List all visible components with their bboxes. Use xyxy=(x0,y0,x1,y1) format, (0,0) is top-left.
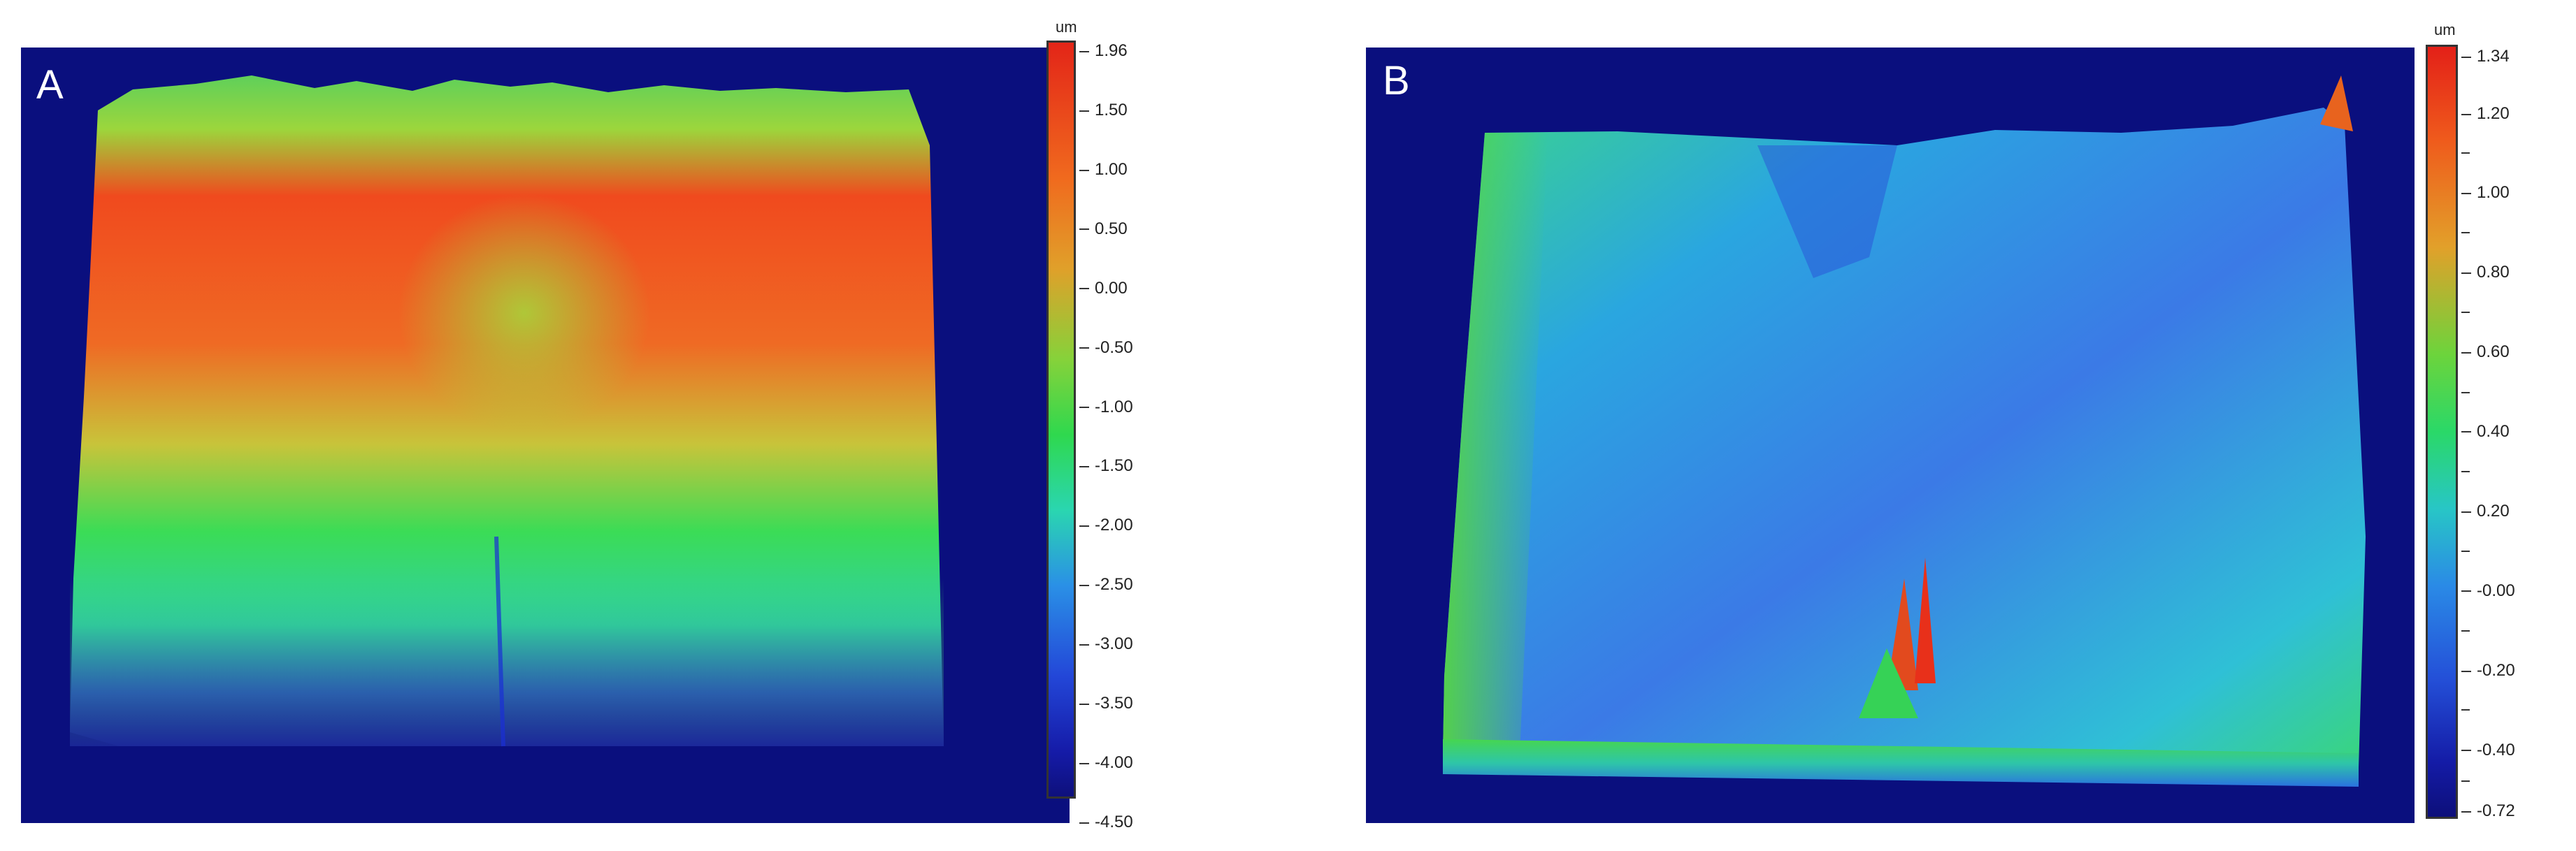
surface-b-top xyxy=(1443,108,2366,767)
colorbar-minor-tick xyxy=(2461,780,2470,782)
colorbar-tick-label: -0.20 xyxy=(2461,661,2515,681)
surface-b-groove xyxy=(1757,145,1897,278)
panel-a-label: A xyxy=(36,62,64,108)
colorbar-tick-label: 1.00 xyxy=(1079,160,1128,180)
colorbar-minor-tick xyxy=(2461,231,2470,233)
colorbar-b-unit: um xyxy=(2434,21,2456,38)
colorbar-tick-label: 0.00 xyxy=(1079,279,1128,298)
colorbar-tick-label: -4.00 xyxy=(1079,753,1133,773)
colorbar-b xyxy=(2426,45,2458,819)
surface-a-crack xyxy=(494,536,505,747)
colorbar-tick-label: -0.00 xyxy=(2461,581,2515,601)
colorbar-tick-label: -0.40 xyxy=(2461,741,2515,760)
surface-plot-b xyxy=(1366,48,2415,823)
colorbar-tick-label: 1.96 xyxy=(1079,41,1128,61)
surface-a-image xyxy=(70,75,944,747)
colorbar-tick-label: 1.20 xyxy=(2461,104,2510,124)
colorbar-a-unit: um xyxy=(1056,18,1077,36)
colorbar-tick-label: -2.00 xyxy=(1079,516,1133,535)
colorbar-tick-label: -2.50 xyxy=(1079,575,1133,595)
colorbar-minor-tick xyxy=(2461,471,2470,472)
surface-plot-a xyxy=(21,48,1070,823)
colorbar-tick-label: -1.50 xyxy=(1079,456,1133,476)
colorbar-tick-label: -1.00 xyxy=(1079,398,1133,417)
colorbar-tick-label: -3.50 xyxy=(1079,694,1133,713)
colorbar-tick-label: 1.34 xyxy=(2461,47,2510,66)
colorbar-minor-tick xyxy=(2461,391,2470,393)
surface-a-skirt xyxy=(70,579,944,746)
colorbar-tick-label: -3.00 xyxy=(1079,634,1133,654)
colorbar-tick-label: 0.60 xyxy=(2461,342,2510,362)
surface-b-left-edge xyxy=(1443,133,1548,753)
colorbar-a xyxy=(1046,41,1076,799)
panel-a: A xyxy=(0,0,1070,851)
surface-a-valley xyxy=(398,194,650,432)
colorbar-tick-label: 1.00 xyxy=(2461,183,2510,203)
colorbar-tick-label: 1.50 xyxy=(1079,101,1128,120)
colorbar-tick-label: 0.20 xyxy=(2461,502,2510,521)
colorbar-minor-tick xyxy=(2461,551,2470,553)
surface-b-image xyxy=(1443,75,2366,787)
surface-b-front xyxy=(1443,739,2359,787)
surface-b-spikes xyxy=(1859,75,2353,718)
panel-b-label: B xyxy=(1383,58,1410,103)
colorbar-minor-tick xyxy=(2461,630,2470,632)
colorbar-tick-label: -4.50 xyxy=(1079,813,1133,832)
colorbar-tick-label: 0.40 xyxy=(2461,422,2510,442)
colorbar-minor-tick xyxy=(2461,152,2470,154)
colorbar-tick-label: -0.72 xyxy=(2461,801,2515,821)
colorbar-tick-label: -0.50 xyxy=(1079,338,1133,358)
colorbar-minor-tick xyxy=(2461,709,2470,711)
colorbar-minor-tick xyxy=(2461,312,2470,314)
colorbar-tick-label: 0.80 xyxy=(2461,263,2510,282)
colorbar-tick-label: 0.50 xyxy=(1079,219,1128,239)
panel-b: B xyxy=(1342,0,2576,851)
